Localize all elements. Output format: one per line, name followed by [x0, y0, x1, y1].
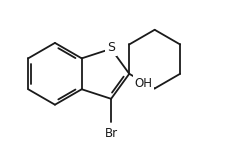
- Text: S: S: [107, 41, 115, 54]
- Text: Br: Br: [104, 127, 117, 140]
- Text: OH: OH: [134, 77, 152, 90]
